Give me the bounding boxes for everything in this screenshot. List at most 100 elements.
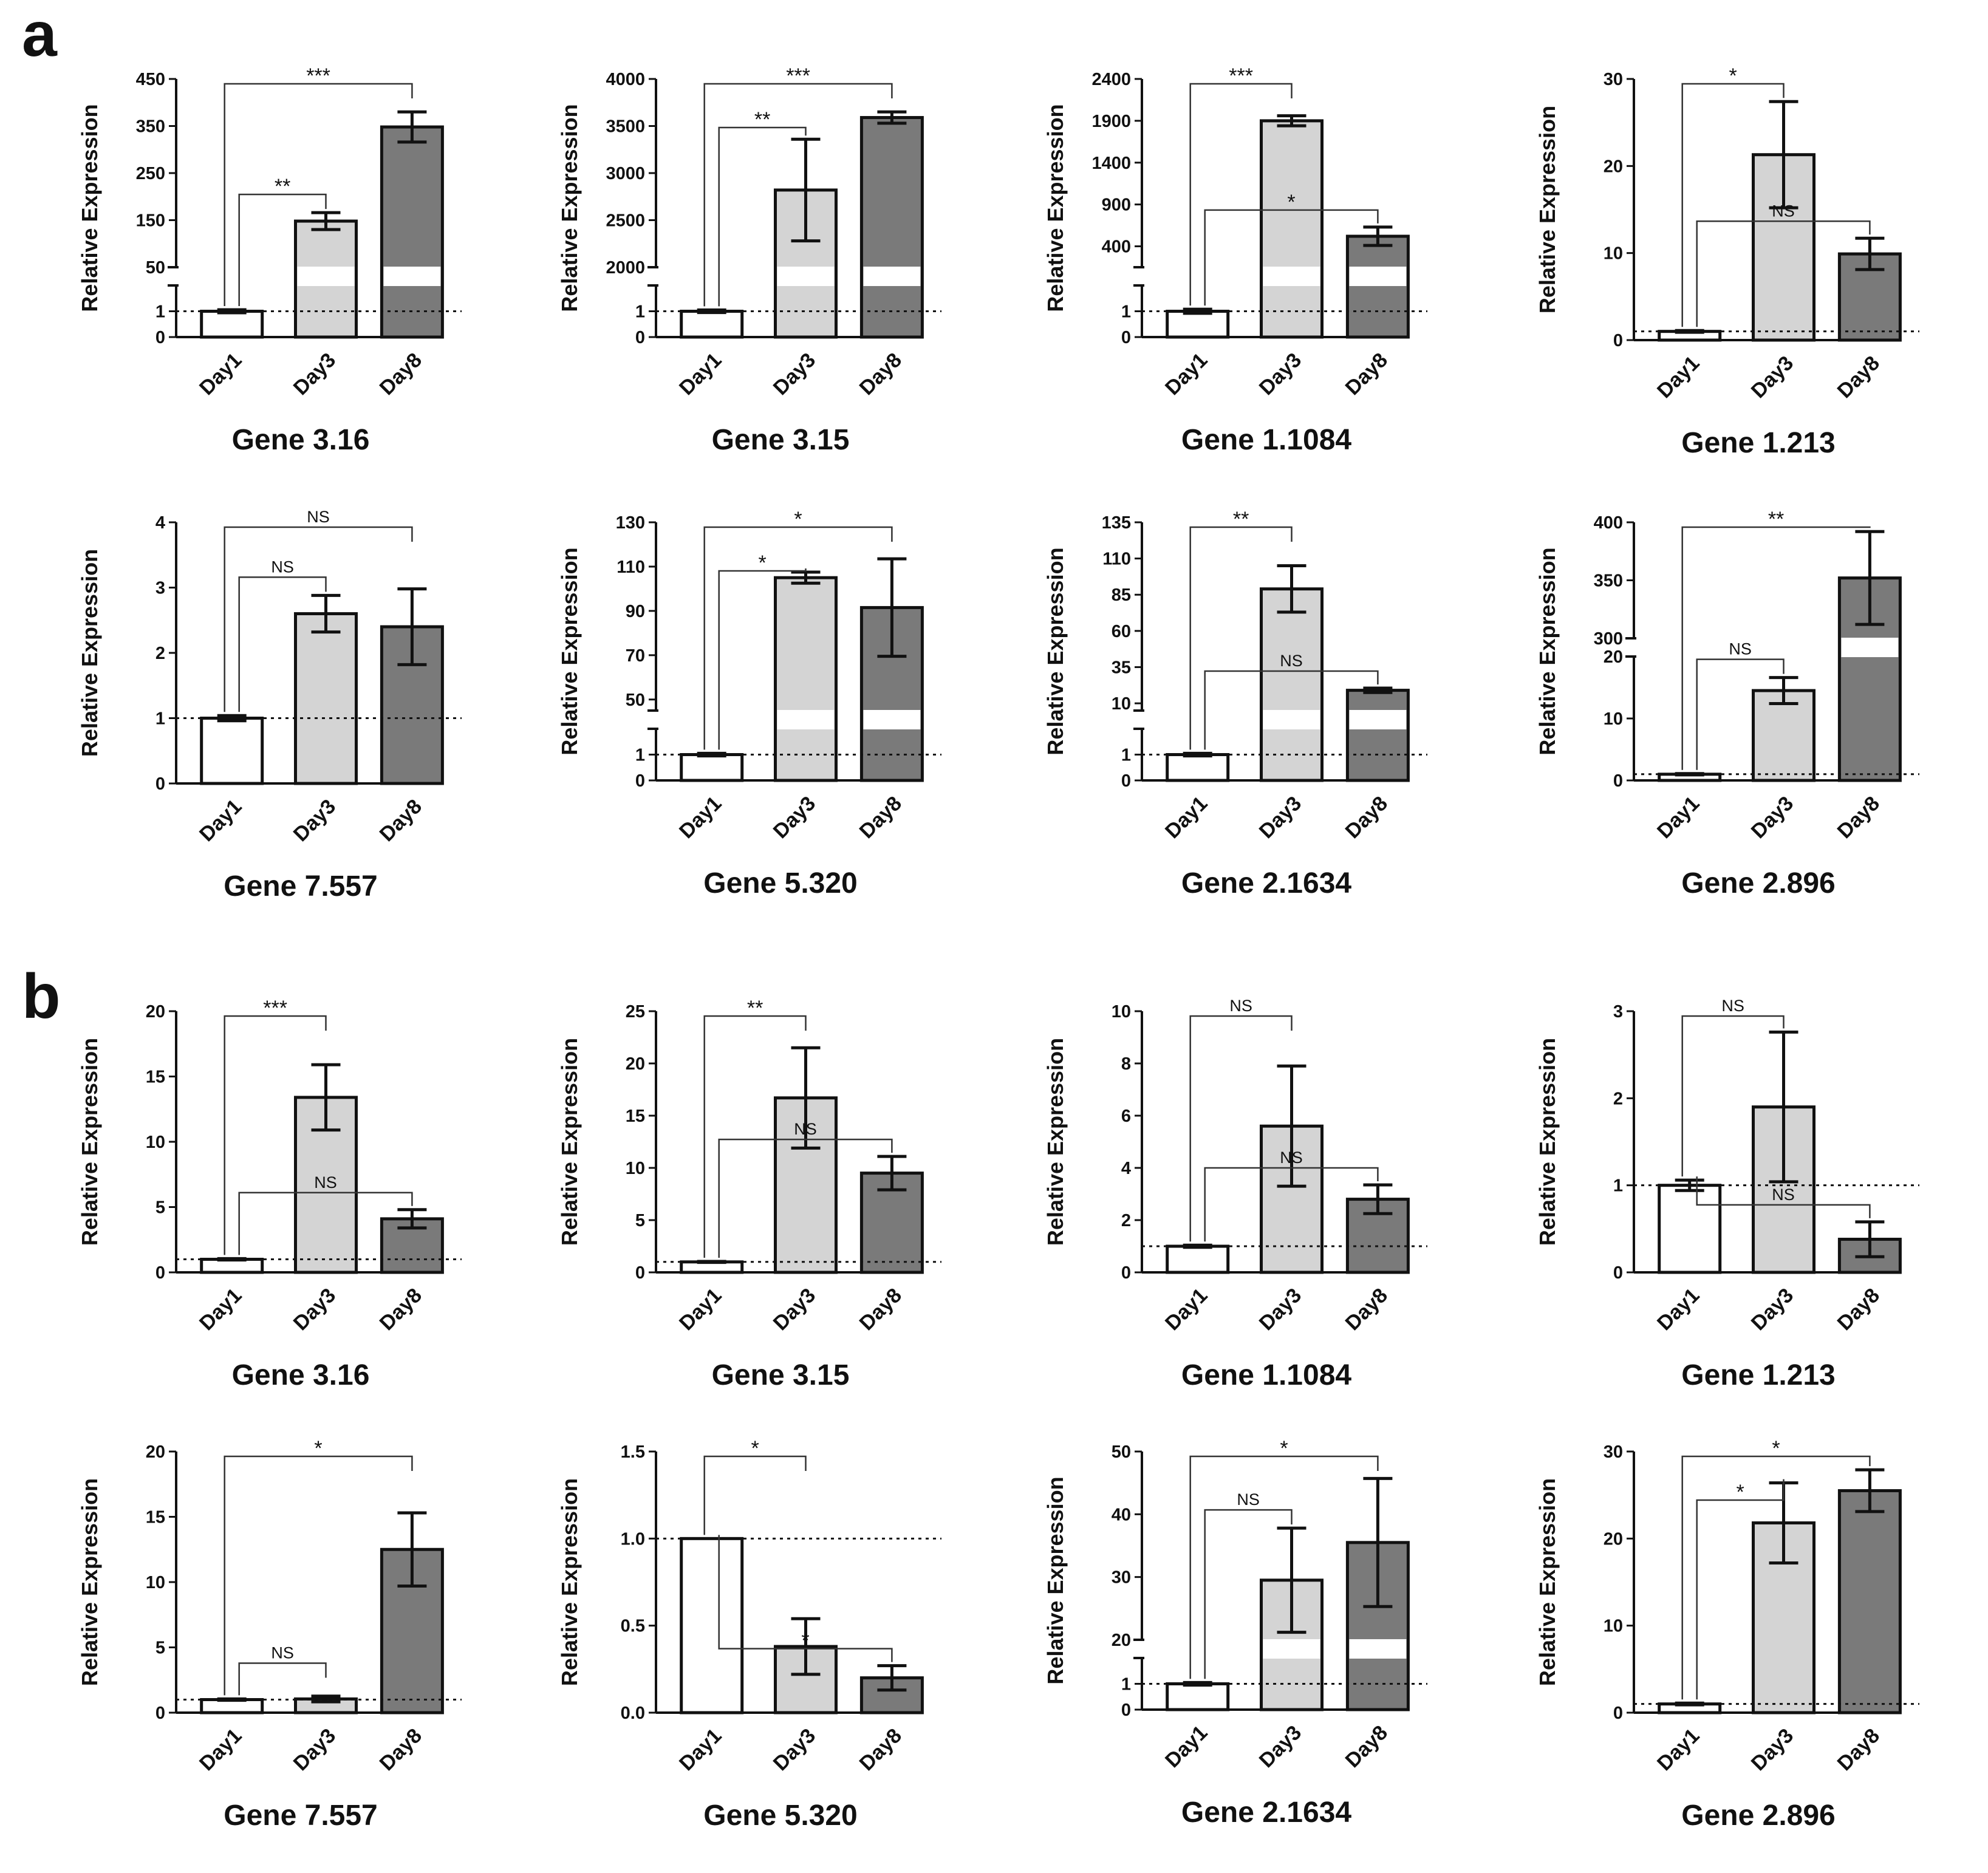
significance-bracket xyxy=(224,83,413,306)
bar-day8 xyxy=(859,116,924,339)
y-tick-label: 0 xyxy=(1613,1263,1623,1283)
bar-day1 xyxy=(200,717,264,785)
x-tick-label: Day3 xyxy=(769,349,820,400)
x-tick-label: Day8 xyxy=(375,1284,426,1335)
bar-break-gap xyxy=(1349,267,1407,286)
chart-title: Gene 3.15 xyxy=(712,424,850,456)
x-tick-label: Day3 xyxy=(289,349,340,400)
x-tick-label: Day1 xyxy=(1653,1724,1704,1775)
x-tick-label: Day1 xyxy=(675,1284,726,1335)
y-axis-label: Relative Expression xyxy=(77,104,102,312)
y-axis-label: Relative Expression xyxy=(557,1478,582,1686)
y-tick-label: 1900 xyxy=(1091,112,1131,131)
y-tick-label: 20 xyxy=(1112,1631,1131,1650)
chart-title: Gene 3.15 xyxy=(712,1359,850,1391)
y-tick-label: 10 xyxy=(1112,694,1131,714)
y-tick-label: 20 xyxy=(146,1442,165,1462)
bar-day1 xyxy=(680,1537,744,1714)
x-tick-label: Day3 xyxy=(1255,1721,1306,1772)
y-tick-label: 25 xyxy=(626,1002,645,1022)
x-tick-label: Day1 xyxy=(195,795,246,846)
bar-day8 xyxy=(859,1172,924,1274)
y-tick-label: 50 xyxy=(146,258,165,278)
chart-6: 0 1 50 70 90 110 130 Relative Expression * * Day1 D… xyxy=(557,508,941,899)
x-tick-label: Day8 xyxy=(855,1724,906,1775)
significance-label: * xyxy=(1287,191,1295,214)
bar-break-gap xyxy=(777,267,835,286)
chart-15: 0 1 20 30 40 50 Relative Expression NS * Day1 Day3… xyxy=(1043,1437,1427,1829)
x-tick-label: Day3 xyxy=(769,1724,820,1775)
y-axis-label: Relative Expression xyxy=(1535,106,1560,313)
bar-break-gap xyxy=(1263,710,1320,729)
x-tick-label: Day3 xyxy=(1255,1284,1306,1335)
significance-bracket xyxy=(1189,1015,1293,1242)
y-axis-label: Relative Expression xyxy=(557,1038,582,1246)
y-tick-label: 40 xyxy=(1112,1505,1131,1524)
significance-label: ** xyxy=(747,997,763,1020)
chart-title: Gene 2.896 xyxy=(1681,1800,1836,1832)
y-tick-label: 1 xyxy=(635,302,645,322)
y-tick-label: 10 xyxy=(1604,1617,1623,1636)
y-tick-label: 20 xyxy=(1604,647,1623,667)
chart-10: 0 5 10 15 20 25 Relative Expression ** NS Day1 Day… xyxy=(557,997,941,1391)
significance-bracket xyxy=(1696,1479,1785,1700)
y-tick-label: 15 xyxy=(146,1508,165,1527)
chart-5: 0 1 2 3 4 Relative Expression NS NS Day1 Day3 Day8… xyxy=(77,508,462,902)
bar-break-gap xyxy=(1263,267,1320,286)
x-tick-label: Day1 xyxy=(195,1284,246,1335)
significance-bracket xyxy=(1681,1455,1871,1700)
chart-title: Gene 2.1634 xyxy=(1181,867,1352,899)
significance-bracket xyxy=(1681,526,1871,770)
x-tick-label: Day1 xyxy=(195,349,246,400)
y-tick-label: 10 xyxy=(146,1133,165,1152)
y-tick-label: 0 xyxy=(635,1263,645,1283)
y-tick-label: 2000 xyxy=(606,258,645,278)
y-axis-label: Relative Expression xyxy=(77,549,102,757)
significance-label: * xyxy=(801,1629,809,1653)
significance-bracket xyxy=(1189,526,1293,750)
y-tick-label: 0 xyxy=(1613,771,1623,791)
bar-break-gap xyxy=(863,267,921,286)
significance-bracket xyxy=(224,526,413,712)
x-tick-label: Day8 xyxy=(375,1724,426,1775)
significance-bracket xyxy=(718,568,807,750)
y-tick-label: 0.5 xyxy=(621,1617,645,1636)
significance-bracket xyxy=(224,1015,327,1255)
significance-label: * xyxy=(794,508,802,531)
y-tick-label: 85 xyxy=(1112,585,1131,605)
chart-2: 0 1 2000 2500 3000 3500 4000 Relative Expressio… xyxy=(557,64,941,456)
bar-break-gap xyxy=(863,710,921,729)
bar-day8 xyxy=(1345,234,1410,339)
y-axis-label: Relative Expression xyxy=(557,547,582,755)
significance-label: NS xyxy=(794,1120,817,1138)
y-tick-label: 0 xyxy=(155,774,165,794)
significance-bracket xyxy=(238,1662,327,1696)
y-tick-label: 150 xyxy=(136,211,165,231)
chart-title: Gene 5.320 xyxy=(703,867,858,899)
y-tick-label: 1 xyxy=(1121,1675,1131,1694)
x-tick-label: Day8 xyxy=(855,792,906,843)
significance-bracket xyxy=(703,1455,807,1535)
x-tick-label: Day3 xyxy=(289,795,340,846)
y-tick-label: 50 xyxy=(1112,1442,1131,1462)
bar-break-gap xyxy=(1263,1639,1320,1659)
x-tick-label: Day3 xyxy=(1747,352,1798,403)
significance-bracket xyxy=(238,193,327,306)
significance-label: NS xyxy=(1772,202,1795,220)
significance-label: NS xyxy=(271,1644,294,1662)
significance-label: * xyxy=(1772,1437,1780,1460)
significance-label: * xyxy=(1736,1481,1744,1504)
y-tick-label: 4000 xyxy=(606,70,645,89)
x-tick-label: Day8 xyxy=(1833,1724,1884,1775)
significance-label: * xyxy=(751,1437,759,1460)
significance-bracket xyxy=(703,1015,807,1258)
significance-bracket xyxy=(1696,1176,1871,1218)
y-tick-label: 8 xyxy=(1121,1054,1131,1074)
y-tick-label: 2 xyxy=(155,644,165,663)
y-tick-label: 1 xyxy=(1613,1176,1623,1196)
bar-day8 xyxy=(1837,1489,1902,1714)
x-tick-label: Day3 xyxy=(1255,349,1306,400)
y-tick-label: 50 xyxy=(626,691,645,710)
y-tick-label: 2 xyxy=(1121,1211,1131,1230)
